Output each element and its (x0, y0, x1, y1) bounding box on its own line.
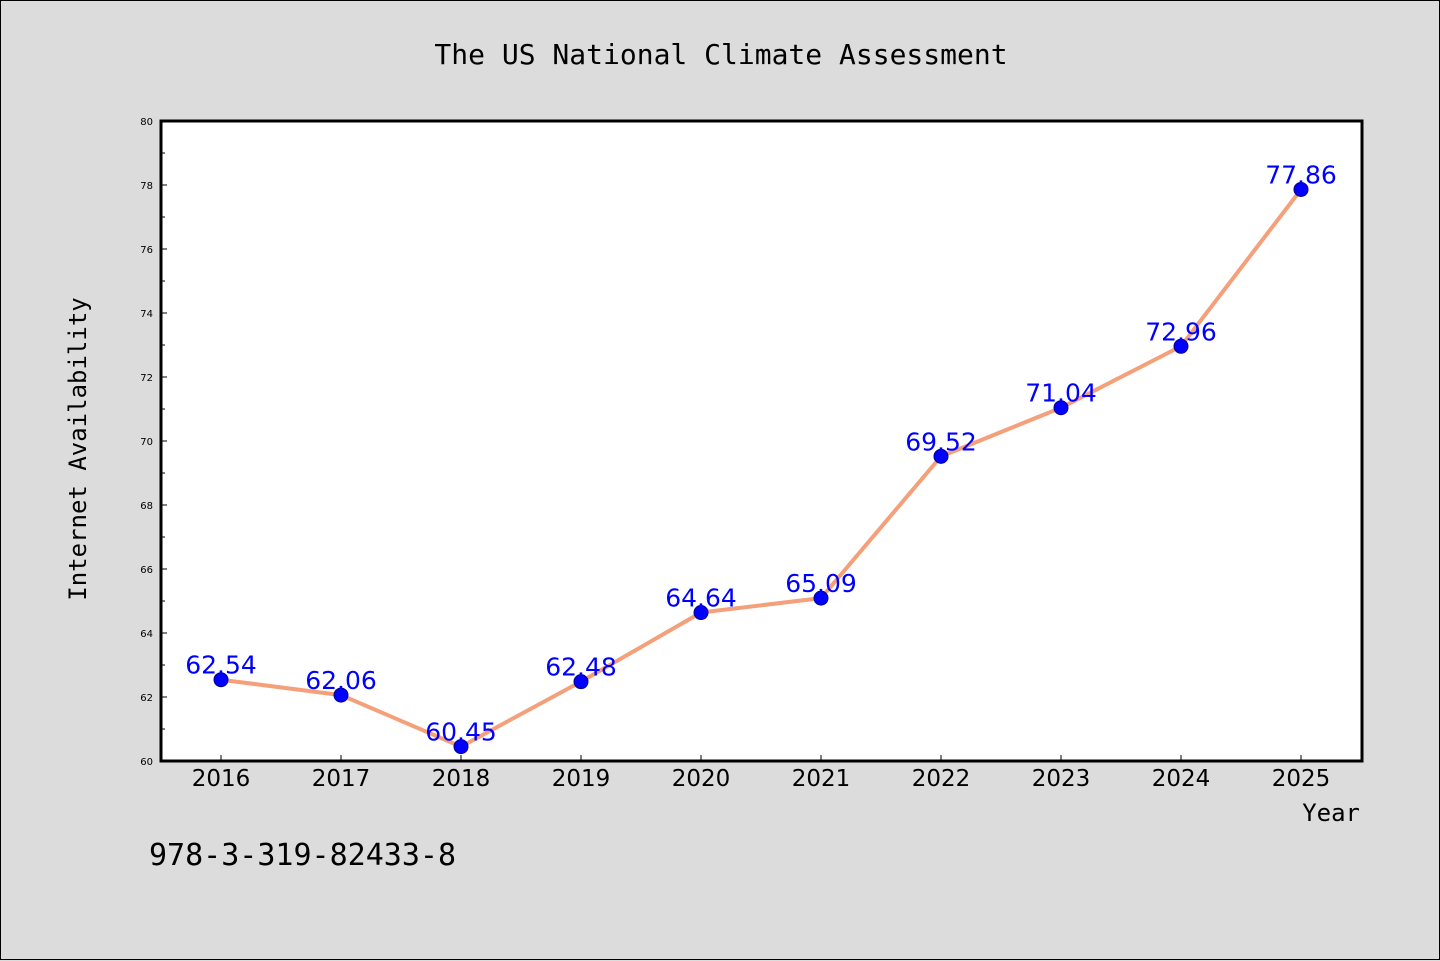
x-axis: 2016 2017 2018 2019 2020 2021 2022 2023 2024 2025 (192, 755, 1331, 792)
x-tick-label: 2020 (672, 766, 731, 792)
y-tick-label: 70 (140, 437, 153, 448)
data-point (333, 687, 349, 703)
data-label: 72.96 (1145, 317, 1217, 346)
y-tick-label: 62 (140, 693, 153, 704)
y-tick-label: 72 (140, 373, 153, 384)
data-label: 62.06 (305, 666, 377, 695)
series-line (220, 188, 1303, 749)
y-tick-label: 80 (140, 117, 153, 128)
y-tick-label: 66 (140, 565, 153, 576)
data-point (933, 448, 949, 464)
data-point (813, 590, 829, 606)
x-tick-label: 2022 (912, 766, 971, 792)
x-tick-label: 2025 (1272, 766, 1331, 792)
x-tick-label: 2019 (552, 766, 611, 792)
y-axis: 60 62 64 66 68 70 72 74 76 78 80 (140, 117, 167, 768)
data-label: 62.54 (185, 651, 257, 680)
y-tick-label: 74 (140, 309, 153, 320)
y-tick-label: 60 (140, 757, 153, 768)
x-tick-label: 2018 (432, 766, 491, 792)
data-label: 60.45 (425, 718, 497, 747)
data-label: 62.48 (545, 653, 617, 682)
y-tick-label: 76 (140, 245, 153, 256)
data-label: 65.09 (785, 569, 857, 598)
data-labels: 62.54 62.06 60.45 62.48 64.64 65.09 69.52 71.04… (185, 160, 1337, 746)
data-point (1293, 181, 1309, 197)
data-label: 64.64 (665, 584, 737, 613)
data-point (213, 672, 229, 688)
x-tick-label: 2024 (1152, 766, 1211, 792)
data-label: 77.86 (1265, 160, 1337, 189)
data-point (1053, 400, 1069, 416)
data-point (693, 605, 709, 621)
y-axis-label: Internet Availability (64, 297, 92, 600)
x-tick-label: 2023 (1032, 766, 1091, 792)
x-tick-label: 2021 (792, 766, 851, 792)
data-markers (213, 181, 1309, 755)
plot-area (159, 119, 1364, 763)
data-point (573, 674, 589, 690)
data-label: 69.52 (905, 427, 977, 456)
y-tick-label: 68 (140, 501, 153, 512)
chart-title: The US National Climate Assessment (434, 38, 1007, 71)
isbn-text: 978-3-319-82433-8 (149, 838, 456, 873)
x-tick-label: 2017 (312, 766, 371, 792)
x-axis-label: Year (1302, 799, 1360, 827)
y-tick-label: 64 (140, 629, 153, 640)
x-tick-label: 2016 (192, 766, 251, 792)
data-point (453, 739, 469, 755)
data-point (1173, 338, 1189, 354)
data-label: 71.04 (1025, 379, 1097, 408)
y-tick-label: 78 (140, 181, 153, 192)
